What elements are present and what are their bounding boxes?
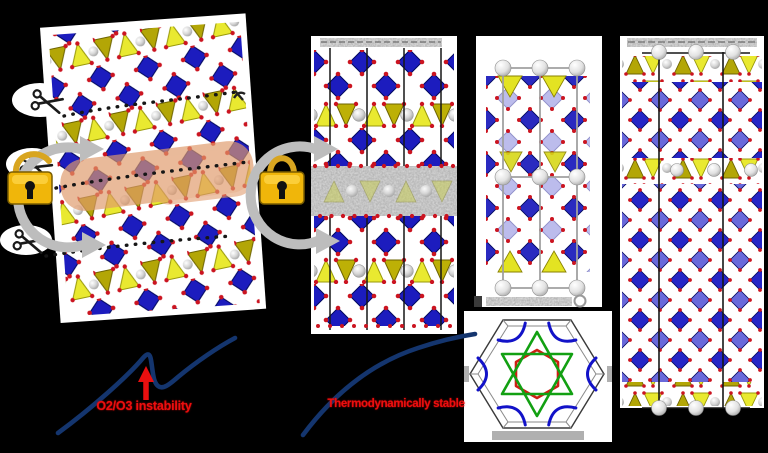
red-ring xyxy=(514,348,560,400)
cation-spheres xyxy=(494,59,586,297)
obscured-axis-label xyxy=(474,294,587,308)
disordered-layer-band xyxy=(311,163,458,219)
edge-tick xyxy=(464,366,469,382)
hexagonal-projection-panel xyxy=(464,311,612,442)
green-star-ring xyxy=(500,330,574,418)
highlight-band xyxy=(60,141,255,211)
stable-voltage-curve xyxy=(300,331,478,438)
edge-tick xyxy=(607,366,612,382)
cut-end-mark xyxy=(232,90,246,101)
left-curve-caption: O2/O3 instability xyxy=(96,399,192,413)
unstable-voltage-curve xyxy=(55,335,238,436)
cleavage-line-middle xyxy=(54,160,250,190)
cleavage-line-top xyxy=(62,90,238,118)
middle-structure-panel xyxy=(311,36,458,334)
lock-icon xyxy=(259,155,305,205)
shadow-bar xyxy=(492,431,584,440)
middle-curve-caption: Thermodynamically stable xyxy=(327,398,465,410)
cycle-arrow-icon xyxy=(245,136,340,254)
obscured-formula-label xyxy=(320,38,442,47)
right-structure-panel xyxy=(620,36,764,416)
up-arrow-icon xyxy=(138,366,154,400)
unlock-icon xyxy=(7,151,53,205)
cleavage-dotted-lines xyxy=(44,90,250,258)
hexagon-frame xyxy=(469,319,605,429)
unit-cell-panel xyxy=(474,36,602,308)
left-structure-panel xyxy=(0,13,267,324)
cation-spheres xyxy=(651,44,758,416)
obscured-formula-label xyxy=(627,38,757,47)
tetrahedra-accents xyxy=(497,75,567,273)
